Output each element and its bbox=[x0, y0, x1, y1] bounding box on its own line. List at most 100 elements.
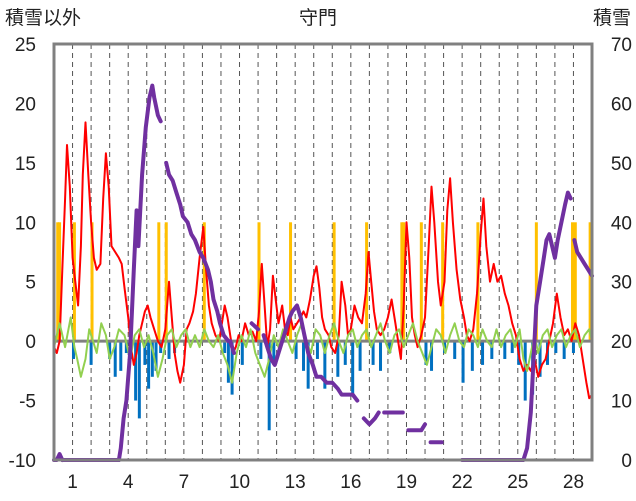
x-tick-label: 7 bbox=[179, 472, 190, 493]
snowfall-bar bbox=[302, 341, 306, 371]
snowfall-bar bbox=[230, 341, 234, 395]
chart-title: 守門 bbox=[299, 7, 337, 29]
right-axis-title: 積雪 bbox=[593, 7, 631, 29]
snowfall-bar bbox=[379, 341, 383, 371]
x-tick-label: 4 bbox=[123, 472, 134, 493]
snowfall-bar bbox=[315, 341, 319, 359]
snowfall-bar bbox=[571, 341, 575, 354]
right-axis-ticks: 70 60 50 40 30 20 10 0 bbox=[611, 35, 632, 472]
snowfall-bar bbox=[240, 341, 244, 365]
snowfall-bar bbox=[134, 341, 138, 401]
left-tick-label: 0 bbox=[25, 332, 36, 353]
snowfall-bar bbox=[358, 341, 362, 371]
snow_depth-line bbox=[406, 422, 427, 433]
right-tick-label: 0 bbox=[621, 451, 632, 472]
snowfall-bar bbox=[137, 341, 141, 419]
precipitation-bar bbox=[332, 222, 336, 342]
line-series bbox=[52, 83, 594, 462]
precipitation-bar bbox=[257, 222, 261, 342]
plot-frame bbox=[52, 42, 594, 462]
snowfall-bar bbox=[108, 341, 112, 359]
snowfall-bar bbox=[150, 341, 154, 377]
precipitation-bar bbox=[202, 222, 206, 342]
right-tick-label: 20 bbox=[611, 332, 632, 353]
snowfall-bar bbox=[113, 341, 117, 377]
right-tick-label: 10 bbox=[611, 392, 632, 413]
snowfall-bar bbox=[89, 341, 93, 365]
snowfall-bar bbox=[351, 341, 355, 395]
left-tick-label: 5 bbox=[25, 273, 36, 294]
x-tick-label: 19 bbox=[396, 472, 417, 493]
snowfall-bar bbox=[267, 341, 271, 431]
x-tick-label: 16 bbox=[340, 472, 361, 493]
x-tick-label: 25 bbox=[507, 472, 528, 493]
precipitation-bar bbox=[289, 222, 293, 342]
snowfall-bar bbox=[154, 341, 158, 371]
precipitation-bar bbox=[441, 222, 445, 342]
snowfall-bar bbox=[430, 341, 434, 371]
snowfall-bar bbox=[562, 341, 566, 359]
snowfall-bar bbox=[226, 341, 230, 383]
snowfall-bar bbox=[371, 341, 375, 365]
left-tick-label: 15 bbox=[15, 154, 36, 175]
right-tick-label: 70 bbox=[611, 35, 632, 56]
precipitation-bar bbox=[164, 222, 168, 342]
snow_depth-line bbox=[228, 339, 236, 355]
snowfall-bar bbox=[523, 341, 527, 401]
right-tick-label: 60 bbox=[611, 94, 632, 115]
snowfall-bar bbox=[424, 341, 428, 365]
snowfall-bar bbox=[470, 341, 474, 371]
precipitation-bar bbox=[419, 222, 423, 342]
temperature_min-line bbox=[53, 316, 593, 384]
left-tick-label: 10 bbox=[15, 213, 36, 234]
left-axis-ticks: 25 20 15 10 5 0 -5 -10 bbox=[9, 35, 36, 472]
snowfall-bar bbox=[453, 341, 457, 359]
x-tick-label: 13 bbox=[285, 472, 306, 493]
snowfall-bar bbox=[119, 341, 123, 371]
right-tick-label: 40 bbox=[611, 213, 632, 234]
left-tick-label: 20 bbox=[15, 94, 36, 115]
snowfall-bar bbox=[503, 341, 507, 359]
snowfall-bar bbox=[306, 341, 310, 389]
snowfall-bar bbox=[461, 341, 465, 383]
snowfall-bar bbox=[71, 341, 75, 359]
precipitation-bar bbox=[534, 222, 538, 342]
snow_depth-line bbox=[261, 303, 360, 403]
snowfall-bar bbox=[143, 341, 147, 365]
x-tick-label: 10 bbox=[229, 472, 250, 493]
left-tick-label: -10 bbox=[9, 451, 36, 472]
snowfall-bar bbox=[490, 341, 494, 359]
snow_depth-line bbox=[572, 238, 594, 278]
x-tick-label: 1 bbox=[67, 472, 78, 493]
snowfall-bar bbox=[147, 341, 151, 389]
precipitation-bar bbox=[58, 222, 62, 342]
precipitation-bar bbox=[400, 222, 404, 342]
snow_depth-line bbox=[164, 160, 231, 344]
snowfall-bar bbox=[336, 341, 340, 377]
snowfall-bar bbox=[510, 341, 514, 354]
precipitation-bar bbox=[571, 222, 575, 342]
left-tick-label: -5 bbox=[19, 392, 36, 413]
snow_depth-line bbox=[116, 83, 163, 462]
snowfall-bar bbox=[167, 341, 171, 359]
snowfall-bar bbox=[343, 341, 347, 365]
snowfall-bar bbox=[294, 341, 298, 359]
precipitation-bar bbox=[588, 222, 592, 342]
snowfall-bar bbox=[272, 341, 276, 365]
snowfall-bar bbox=[223, 341, 227, 354]
precipitation-bar bbox=[157, 222, 161, 342]
x-axis-ticks: 1 4 7 10 13 16 19 22 25 28 bbox=[67, 472, 584, 493]
snowfall-bar bbox=[323, 341, 327, 389]
x-tick-label: 22 bbox=[452, 472, 473, 493]
snowfall-bar bbox=[481, 341, 485, 365]
snowfall-bar bbox=[538, 341, 542, 377]
snowfall-bar bbox=[554, 341, 558, 354]
snowfall-bar bbox=[388, 341, 392, 354]
precipitation-bar bbox=[56, 222, 60, 342]
snow_depth-line bbox=[361, 410, 381, 427]
right-tick-label: 50 bbox=[611, 154, 632, 175]
precipitation-bar bbox=[573, 222, 577, 342]
temperature_max-line bbox=[53, 121, 593, 400]
left-axis-title: 積雪以外 bbox=[5, 7, 81, 29]
